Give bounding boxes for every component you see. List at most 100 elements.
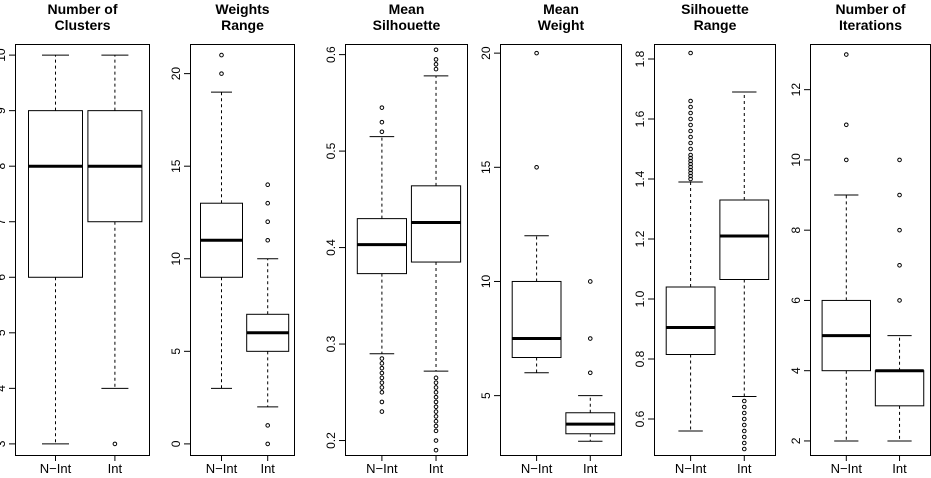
x-category-label: N−Int <box>675 461 707 476</box>
outlier-point <box>379 409 385 414</box>
y-tick-label: 4 <box>0 385 8 392</box>
y-tick-label: 0.6 <box>633 410 647 427</box>
iqr-box <box>511 280 562 359</box>
outlier-point <box>379 365 385 371</box>
outlier-point <box>688 155 693 161</box>
panel-title-line: Mean <box>543 1 579 17</box>
outlier-point <box>265 219 271 225</box>
outlier-point <box>534 50 539 56</box>
y-tick-label: 5 <box>0 329 8 336</box>
panel-title-line: Silhouette <box>373 17 441 33</box>
outlier-point <box>433 66 439 72</box>
x-category-label: Int <box>429 461 444 476</box>
outlier-point <box>587 370 593 376</box>
panel-frame <box>15 44 150 456</box>
outlier-point <box>433 428 439 434</box>
outlier-point <box>741 446 747 452</box>
panel-frame <box>500 44 622 456</box>
outlier-point <box>379 361 385 366</box>
iqr-box <box>665 286 716 355</box>
panel-title-line: Number of <box>836 1 906 17</box>
outlier-point <box>741 428 747 434</box>
box-int <box>719 91 770 452</box>
y-tick-label: 20 <box>169 67 183 81</box>
x-category-label: N−Int <box>206 461 238 476</box>
outlier-point <box>688 161 693 167</box>
outlier-point <box>688 50 693 56</box>
outlier-point <box>433 409 439 414</box>
x-category-label: N−Int <box>521 461 553 476</box>
outlier-point <box>265 441 271 447</box>
y-tick-label: 1.6 <box>633 110 647 127</box>
outlier-point <box>688 146 693 152</box>
outlier-point <box>433 438 439 443</box>
iqr-box <box>28 110 83 278</box>
x-category-label: N−Int <box>366 461 398 476</box>
x-category-label: N−Int <box>40 461 72 476</box>
x-category-label: Int <box>583 461 598 476</box>
outlier-point <box>688 152 693 158</box>
outlier-point <box>897 227 902 233</box>
y-tick-label: 9 <box>0 107 8 114</box>
panel-frame <box>190 44 295 456</box>
outlier-point <box>688 173 693 179</box>
outlier-point <box>433 380 439 385</box>
outlier-point <box>844 122 849 128</box>
y-tick-label: 8 <box>0 163 8 170</box>
outlier-point <box>741 434 747 440</box>
outlier-point <box>379 375 385 381</box>
outlier-point <box>897 157 902 163</box>
outlier-point <box>741 410 747 416</box>
panel-title-line: Weight <box>538 17 585 33</box>
y-tick-label: 20 <box>479 46 493 60</box>
outlier-point <box>741 422 747 428</box>
outlier-point <box>688 158 693 164</box>
y-tick-label: 4 <box>789 367 803 374</box>
iqr-box <box>874 370 925 407</box>
outlier-point <box>844 157 849 163</box>
y-tick-label: 8 <box>789 227 803 234</box>
outlier-point <box>433 414 439 419</box>
box-int <box>87 54 143 447</box>
outlier-point <box>433 404 439 410</box>
panel-title-line: Range <box>694 17 737 33</box>
outlier-point <box>433 375 439 381</box>
y-tick-label: 0.6 <box>324 46 338 63</box>
outlier-point <box>688 116 693 122</box>
box-int <box>565 279 616 442</box>
box-n-int <box>356 105 407 414</box>
y-tick-label: 1.4 <box>633 170 647 187</box>
outlier-point <box>688 164 693 170</box>
outlier-point <box>534 165 539 170</box>
y-tick-label: 12 <box>789 83 803 97</box>
outlier-point <box>741 416 747 422</box>
outlier-point <box>379 129 385 135</box>
box-n-int <box>28 54 83 445</box>
box-int <box>246 182 290 447</box>
y-tick-label: 0.3 <box>324 335 338 352</box>
panel-title-line: Weights <box>215 1 269 17</box>
outlier-point <box>688 170 693 176</box>
outlier-point <box>688 176 693 182</box>
outlier-point <box>897 298 902 303</box>
outlier-point <box>379 399 385 405</box>
outlier-point <box>688 98 693 104</box>
outlier-point <box>433 61 439 67</box>
panel-title-line: Silhouette <box>681 1 749 17</box>
outlier-point <box>433 418 439 424</box>
panel-title-line: Mean <box>389 1 425 17</box>
outlier-point <box>741 440 747 446</box>
y-tick-label: 10 <box>169 252 183 266</box>
outlier-point <box>379 385 385 390</box>
y-tick-label: 1.0 <box>633 290 647 307</box>
panel-title-line: Number of <box>48 1 118 17</box>
y-tick-label: 10 <box>0 48 8 62</box>
outlier-point <box>587 336 593 341</box>
outlier-point <box>433 57 439 62</box>
y-tick-label: 3 <box>0 440 8 447</box>
box-n-int <box>821 52 871 442</box>
